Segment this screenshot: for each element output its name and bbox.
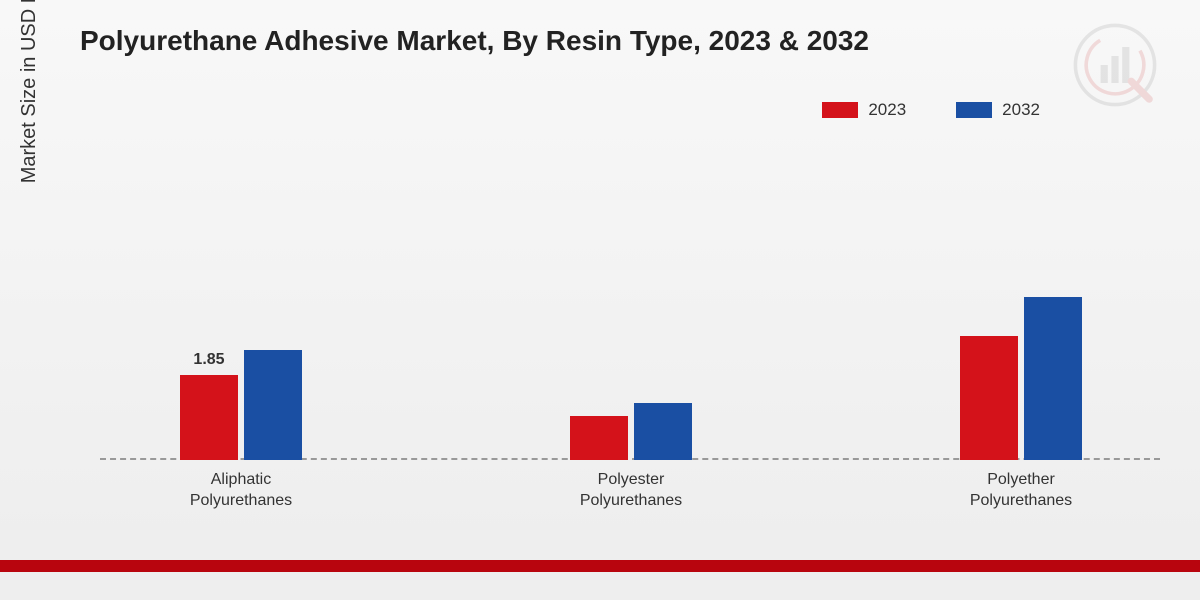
bar-value-label: 1.85	[193, 351, 224, 369]
bar	[244, 350, 302, 460]
legend-item: 2032	[956, 100, 1040, 120]
category-label: Polyester Polyurethanes	[580, 460, 682, 512]
legend-item: 2023	[822, 100, 906, 120]
bar	[570, 416, 628, 460]
legend: 2023 2032	[822, 100, 1040, 120]
plot-area: 2023 2032 1.85Aliphatic Polyurethanes Poly…	[100, 100, 1160, 460]
chart-title: Polyurethane Adhesive Market, By Resin T…	[80, 25, 869, 57]
logo-watermark	[1070, 20, 1160, 110]
bar	[634, 403, 692, 461]
legend-label: 2032	[1002, 100, 1040, 120]
legend-swatch	[956, 102, 992, 118]
bar: 1.85	[180, 375, 238, 460]
legend-label: 2023	[868, 100, 906, 120]
bar-group: Polyether Polyurethanes	[960, 297, 1082, 460]
category-label: Polyether Polyurethanes	[970, 460, 1072, 512]
legend-swatch	[822, 102, 858, 118]
bar	[960, 336, 1018, 460]
category-label: Aliphatic Polyurethanes	[190, 460, 292, 512]
bar-group: Polyester Polyurethanes	[570, 403, 692, 461]
footer-accent-bar	[0, 560, 1200, 572]
bar	[1024, 297, 1082, 460]
bar-group: 1.85Aliphatic Polyurethanes	[180, 350, 302, 460]
y-axis-label: Market Size in USD Billion	[18, 0, 41, 183]
